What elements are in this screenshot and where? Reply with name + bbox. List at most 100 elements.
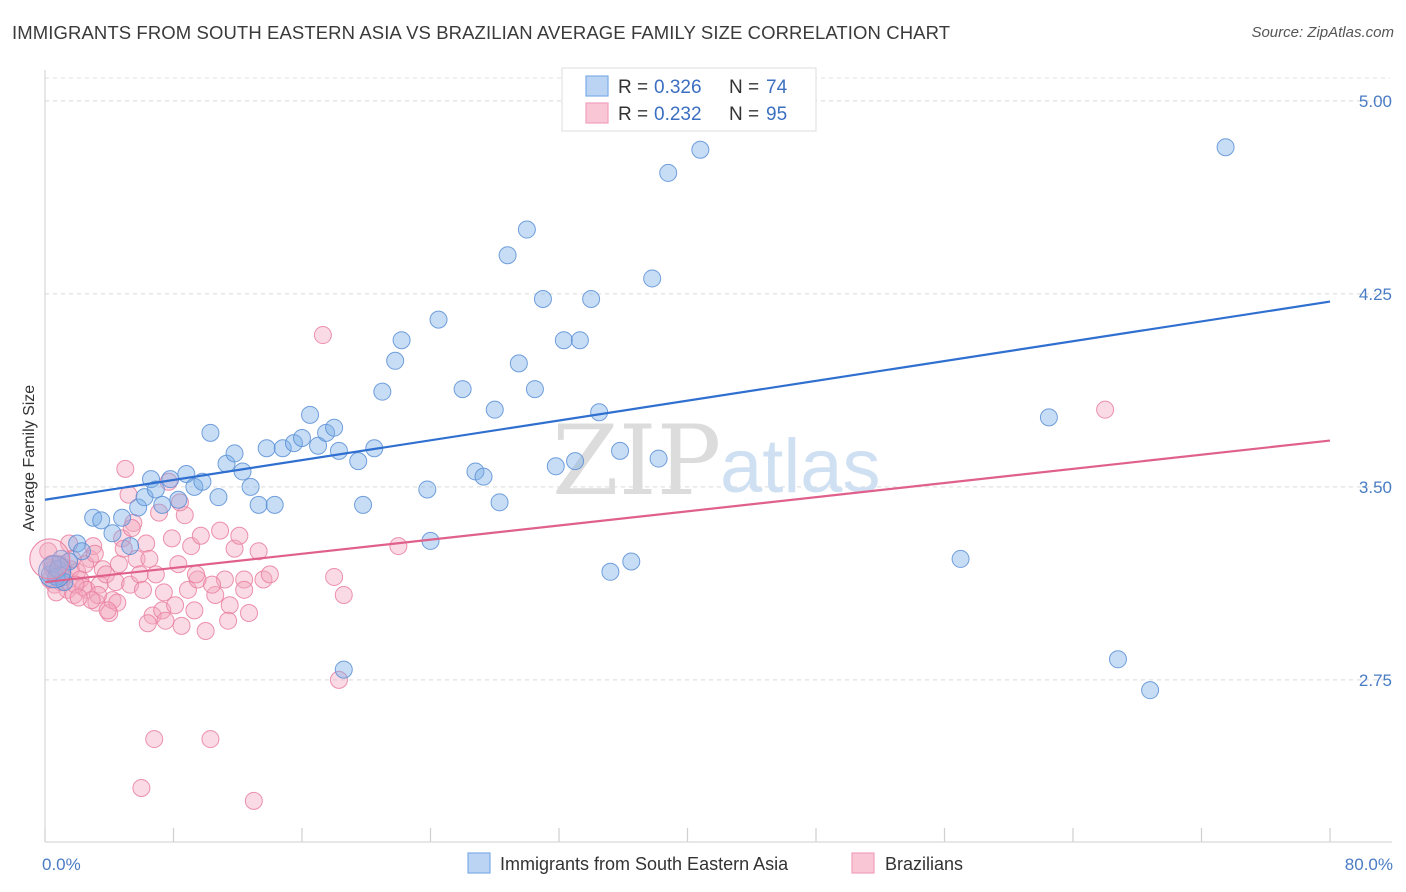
point-brazilians [137,534,156,553]
point-sea-immigrants [533,290,552,309]
point-sea-immigrants [373,382,392,401]
point-brazilians [191,526,210,545]
point-sea-immigrants [649,449,668,468]
point-brazilians [133,580,152,599]
point-sea-immigrants [103,524,122,543]
point-sea-immigrants [490,493,509,512]
point-sea-immigrants [325,418,344,437]
point-sea-immigrants [691,140,710,159]
point-sea-immigrants [453,380,472,399]
point-brazilians [334,585,353,604]
point-brazilians [389,537,408,556]
point-sea-immigrants [582,290,601,309]
point-sea-immigrants [129,498,148,517]
y-tick-label: 5.00 [1359,92,1392,111]
point-sea-immigrants [546,457,565,476]
point-sea-immigrants [55,573,74,592]
point-sea-immigrants [193,472,212,491]
point-brazilians [116,459,135,478]
point-sea-immigrants [517,220,536,239]
y-axis-label: Average Family Size [21,385,38,532]
point-brazilians [185,601,204,620]
point-sea-immigrants [386,351,405,370]
point-sea-immigrants [474,467,493,486]
point-brazilians [206,585,225,604]
point-brazilians [84,537,103,556]
point-sea-immigrants [525,380,544,399]
point-brazilians [108,593,127,612]
axes [44,70,1392,843]
bottom-legend-label: Immigrants from South Eastern Asia [500,854,789,874]
point-brazilians [130,565,149,584]
point-brazilians [69,588,88,607]
trend-line-brazilians [44,439,1331,584]
chart-source: Source: ZipAtlas.com [1251,24,1394,41]
point-sea-immigrants [301,405,320,424]
point-sea-immigrants [334,660,353,679]
point-sea-immigrants [121,537,140,556]
y-tick-labels: 2.75 3.50 4.25 5.00 [1359,92,1392,690]
legend-r-label: R = [618,104,648,125]
point-sea-immigrants [72,542,91,561]
trend-line-sea-immigrants [44,300,1331,501]
x-tick-label-max: 80.0% [1345,855,1393,874]
chart-title: IMMIGRANTS FROM SOUTH EASTERN ASIA VS BR… [12,22,951,43]
point-sea-immigrants [265,495,284,514]
point-brazilians [172,616,191,635]
point-sea-immigrants [1039,408,1058,427]
point-brazilians [186,565,205,584]
legend-n-value: 74 [766,77,788,98]
point-sea-immigrants [392,331,411,350]
point-sea-immigrants [570,331,589,350]
bottom-legend-swatch-pink [851,852,875,874]
y-tick-label: 4.25 [1359,285,1392,304]
point-sea-immigrants [590,403,609,422]
point-sea-immigrants [233,462,252,481]
point-sea-immigrants [273,439,292,458]
legend-r-label: R = [618,77,648,98]
legend-n-value: 95 [766,104,787,125]
point-brazilians [239,603,258,622]
point-sea-immigrants [498,246,517,265]
point-brazilians [154,583,173,602]
point-sea-immigrants [309,436,328,455]
point-sea-immigrants [951,549,970,568]
point-sea-immigrants [349,452,368,471]
point-brazilians [203,575,222,594]
point-brazilians [132,778,151,797]
point-sea-immigrants [566,452,585,471]
point-sea-immigrants [643,269,662,288]
point-sea-immigrants [659,163,678,182]
point-brazilians [219,611,238,630]
legend-r-value: 0.326 [654,77,702,98]
point-brazilians [260,565,279,584]
y-tick-label: 3.50 [1359,478,1392,497]
point-brazilians [156,611,175,630]
point-brazilians [235,580,254,599]
point-sea-immigrants [257,439,276,458]
point-brazilians [145,730,164,749]
point-sea-immigrants [354,495,373,514]
legend-n-label: N = [729,104,759,125]
watermark-zip: ZIP [552,405,721,517]
watermark-atlas: atlas [720,424,881,509]
point-sea-immigrants [1141,681,1160,700]
point-brazilians [140,549,159,568]
point-brazilians [166,596,185,615]
point-brazilians [169,555,188,574]
point-sea-immigrants [485,400,504,419]
point-sea-immigrants [622,552,641,571]
point-brazilians [329,670,348,689]
point-brazilians [138,614,157,633]
point-sea-immigrants [113,508,132,527]
point-sea-immigrants [1108,650,1127,669]
point-brazilians [162,529,181,548]
point-brazilians [98,601,117,620]
point-sea-immigrants [1216,138,1235,157]
y-tick-label: 2.75 [1359,671,1392,690]
point-sea-immigrants [601,562,620,581]
legend-top: R = 0.326 N = 74 R = 0.232 N = 95 [561,67,817,132]
point-brazilians [201,730,220,749]
point-brazilians [249,542,268,561]
